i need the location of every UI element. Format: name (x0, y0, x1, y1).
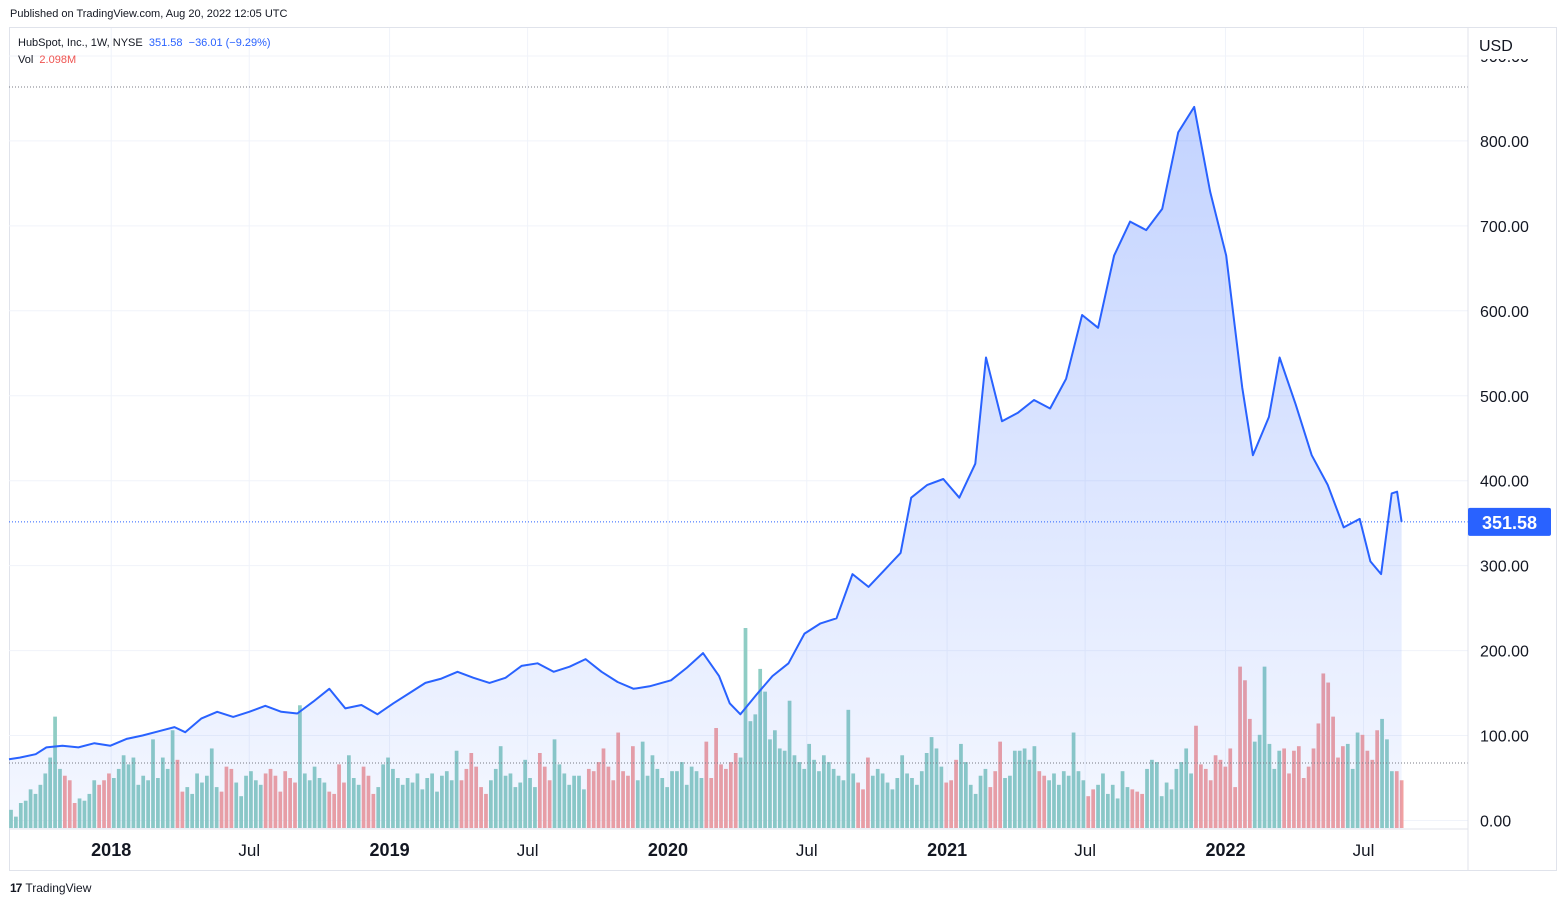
y-tick-label: 700.00 (1480, 219, 1529, 236)
y-tick-label: 600.00 (1480, 304, 1529, 321)
volume-bar (1399, 780, 1404, 828)
currency-label-bg (1470, 29, 1555, 59)
x-tick-label: Jul (1353, 841, 1375, 860)
y-tick-label: 0.00 (1480, 814, 1511, 831)
x-tick-label: Jul (796, 841, 818, 860)
y-tick-label: 300.00 (1480, 559, 1529, 576)
last-price-tag-text: 351.58 (1482, 513, 1537, 533)
footer-brand: TradingView (25, 881, 92, 895)
legend-price-row: HubSpot, Inc., 1W, NYSE 351.58 −36.01 (−… (18, 35, 271, 52)
legend-symbol: HubSpot, Inc., 1W, NYSE (18, 37, 143, 49)
tradingview-logo-icon: 17 (10, 881, 22, 895)
x-tick-label: Jul (238, 841, 260, 860)
legend-change: −36.01 (−9.29%) (188, 37, 271, 49)
legend-vol-value: 2.098M (39, 54, 77, 66)
y-tick-label: 400.00 (1480, 474, 1529, 491)
series-legend: HubSpot, Inc., 1W, NYSE 351.58 −36.01 (−… (18, 35, 271, 69)
chart-frame (9, 27, 1557, 871)
legend-volume-row: Vol 2.098M (18, 52, 271, 69)
published-caption: Published on TradingView.com, Aug 20, 20… (10, 8, 288, 20)
tradingview-footer[interactable]: 17 TradingView (10, 881, 91, 895)
y-tick-label: 500.00 (1480, 389, 1529, 406)
x-tick-label: 2020 (648, 840, 688, 860)
y-tick-label: 100.00 (1480, 729, 1529, 746)
x-tick-label: Jul (517, 841, 539, 860)
x-tick-label: 2018 (91, 840, 131, 860)
x-tick-label: 2022 (1205, 840, 1245, 860)
y-tick-label: 200.00 (1480, 644, 1529, 661)
x-tick-label: 2021 (927, 840, 967, 860)
last-price-tag (1468, 507, 1551, 536)
price-area-fill (9, 106, 1402, 829)
legend-last-value: 351.58 (148, 37, 183, 49)
price-line[interactable] (8, 105, 1403, 761)
x-tick-label: Jul (1074, 841, 1096, 860)
currency-label: USD (1479, 38, 1513, 55)
x-tick-label: 2019 (370, 840, 410, 860)
legend-vol-label: Vol (18, 54, 34, 66)
y-tick-label: 800.00 (1480, 134, 1529, 151)
